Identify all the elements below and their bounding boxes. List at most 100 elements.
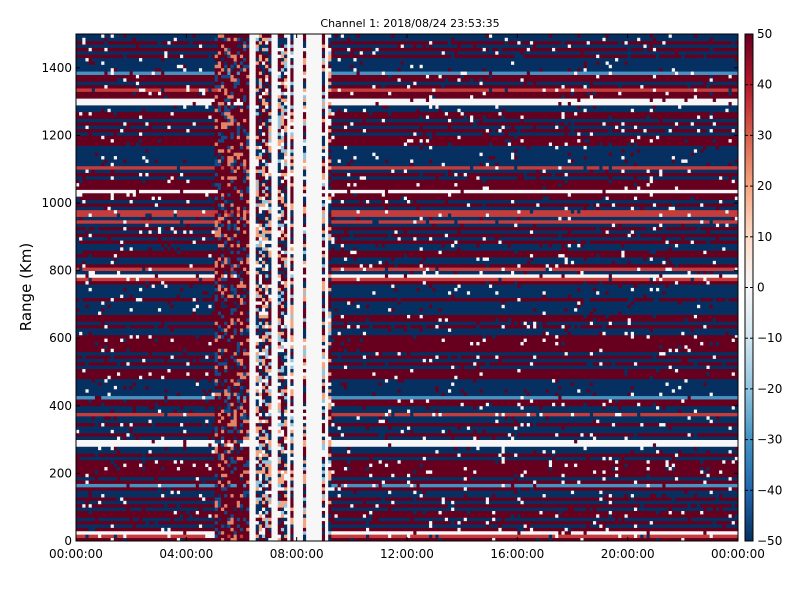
- heatmap-cell: [271, 459, 279, 464]
- heatmap-cell: [217, 517, 222, 522]
- heatmap-cell: [221, 436, 225, 440]
- heatmap-cell: [180, 405, 184, 410]
- heatmap-cell: [170, 243, 219, 248]
- heatmap-cell: [321, 203, 326, 207]
- heatmap-cell: [495, 493, 543, 498]
- heatmap-cell: [76, 270, 90, 275]
- heatmap-cell: [564, 351, 569, 356]
- heatmap-cell: [548, 415, 688, 420]
- heatmap-cell: [227, 412, 231, 417]
- heatmap-cell: [438, 307, 443, 312]
- heatmap-cell: [280, 500, 288, 505]
- heatmap-cell: [709, 240, 739, 244]
- heatmap-cell: [306, 189, 348, 194]
- heatmap-cell: [592, 412, 616, 417]
- heatmap-cell: [388, 307, 392, 312]
- heatmap-cell: [321, 311, 326, 315]
- heatmap-cell: [211, 388, 225, 393]
- heatmap-cell: [633, 361, 638, 366]
- heatmap-cell: [284, 203, 288, 207]
- heatmap-cell: [217, 473, 222, 478]
- heatmap-cell: [239, 226, 250, 231]
- heatmap-cell: [425, 399, 430, 403]
- heatmap-cell: [492, 493, 496, 498]
- heatmap-cell: [592, 392, 597, 397]
- heatmap-cell: [221, 507, 225, 511]
- heatmap-cell: [98, 453, 143, 457]
- heatmap-cell: [325, 412, 329, 417]
- heatmap-cell: [328, 510, 370, 515]
- heatmap-cell: [76, 230, 86, 234]
- heatmap-cell: [321, 415, 326, 420]
- heatmap-cell: [173, 355, 206, 359]
- heatmap-cells: [76, 34, 739, 542]
- heatmap-cell: [422, 257, 427, 261]
- heatmap-cell: [715, 497, 720, 501]
- heatmap-cell: [280, 192, 285, 197]
- heatmap-cell: [633, 175, 638, 180]
- heatmap-cell: [350, 324, 357, 329]
- heatmap-cell: [325, 446, 329, 451]
- heatmap-cell: [725, 209, 729, 214]
- heatmap-cell: [564, 273, 610, 278]
- heatmap-cell: [331, 534, 367, 539]
- heatmap-cell: [164, 226, 171, 231]
- heatmap-cell: [161, 375, 165, 380]
- heatmap-cell: [306, 476, 323, 481]
- heatmap-cell: [164, 412, 168, 417]
- heatmap-cell: [381, 351, 398, 356]
- heatmap-cell: [381, 483, 411, 488]
- heatmap-cell: [293, 338, 304, 342]
- heatmap-cell: [293, 189, 304, 194]
- heatmap-cell: [258, 409, 263, 413]
- heatmap-cell: [454, 365, 461, 370]
- heatmap-cell: [239, 415, 247, 420]
- heatmap-cell: [391, 307, 395, 312]
- heatmap-cell: [325, 172, 329, 177]
- heatmap-cell: [236, 409, 244, 413]
- heatmap-cell: [255, 277, 260, 282]
- heatmap-cell: [700, 219, 704, 224]
- heatmap-cell: [542, 290, 547, 295]
- heatmap-cell: [170, 355, 175, 359]
- heatmap-cell: [113, 196, 153, 201]
- heatmap-cell: [413, 490, 417, 495]
- heatmap-cell: [265, 507, 272, 511]
- heatmap-cell: [290, 486, 294, 491]
- heatmap-cell: [668, 382, 704, 386]
- heatmap-cell: [233, 263, 238, 268]
- heatmap-cell: [88, 493, 93, 498]
- heatmap-cell: [198, 510, 225, 515]
- heatmap-cell: [290, 493, 294, 498]
- heatmap-cell: [618, 223, 622, 228]
- heatmap-cell: [76, 426, 130, 430]
- heatmap-cell: [706, 415, 711, 420]
- heatmap-cell: [217, 172, 247, 177]
- heatmap-cell: [328, 236, 332, 241]
- heatmap-cell: [514, 280, 518, 285]
- heatmap-cell: [356, 415, 361, 420]
- heatmap-cell: [419, 314, 424, 319]
- heatmap-cell: [227, 216, 235, 221]
- heatmap-cell: [277, 358, 282, 363]
- heatmap-cell: [290, 436, 294, 440]
- heatmap-cell: [280, 341, 323, 346]
- heatmap-cell: [145, 453, 219, 457]
- heatmap-cell: [183, 537, 222, 542]
- heatmap-cell: [372, 483, 376, 488]
- heatmap-cell: [488, 213, 660, 217]
- heatmap-cell: [384, 199, 389, 204]
- heatmap-cell: [246, 219, 250, 224]
- heatmap-cell: [602, 490, 685, 495]
- heatmap-cell: [268, 257, 272, 261]
- heatmap-cell: [520, 513, 556, 518]
- heatmap-cell: [183, 429, 187, 434]
- heatmap-cell: [596, 290, 600, 295]
- heatmap-cell: [293, 304, 304, 309]
- heatmap-cell: [558, 432, 581, 437]
- heatmap-cell: [438, 317, 443, 322]
- heatmap-cell: [221, 372, 238, 376]
- heatmap-cell: [76, 399, 90, 403]
- heatmap-cell: [608, 196, 635, 201]
- heatmap-cell: [646, 466, 651, 471]
